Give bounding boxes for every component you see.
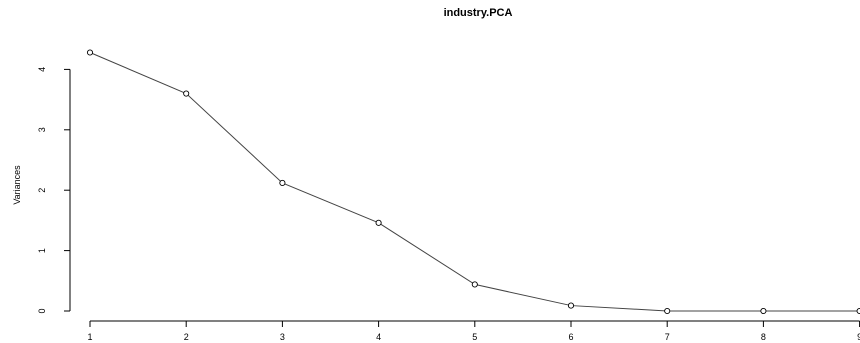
- y-axis-label: Variances: [12, 165, 22, 205]
- x-tick-label: 3: [280, 332, 285, 342]
- plot-marks: [86, 49, 860, 315]
- x-tick-label: 6: [568, 332, 573, 342]
- data-point: [183, 90, 190, 97]
- x-tick-label: 8: [761, 332, 766, 342]
- x-tick-label: 4: [376, 332, 381, 342]
- x-tick-label: 5: [472, 332, 477, 342]
- x-tick-label: 7: [665, 332, 670, 342]
- data-point: [471, 281, 478, 288]
- y-tick-label: 3: [37, 127, 47, 132]
- x-tick-label: 9: [857, 332, 860, 342]
- y-tick-label: 4: [37, 67, 47, 72]
- chart-title: industry.PCA: [444, 7, 513, 19]
- data-point: [760, 307, 767, 315]
- axes: 1 2 3 4 5 6 7 8 9 0 1 2 3 4: [37, 67, 860, 342]
- series-line: [89, 52, 860, 312]
- y-tick-label: 0: [37, 308, 47, 313]
- data-point: [567, 302, 575, 309]
- data-point: [664, 307, 671, 315]
- data-point: [375, 219, 382, 226]
- data-point: [86, 49, 94, 56]
- y-tick-label: 2: [37, 188, 47, 193]
- data-point: [279, 179, 286, 187]
- x-tick-label: 1: [87, 332, 92, 342]
- y-tick-label: 1: [37, 248, 47, 253]
- x-tick-label: 2: [184, 332, 189, 342]
